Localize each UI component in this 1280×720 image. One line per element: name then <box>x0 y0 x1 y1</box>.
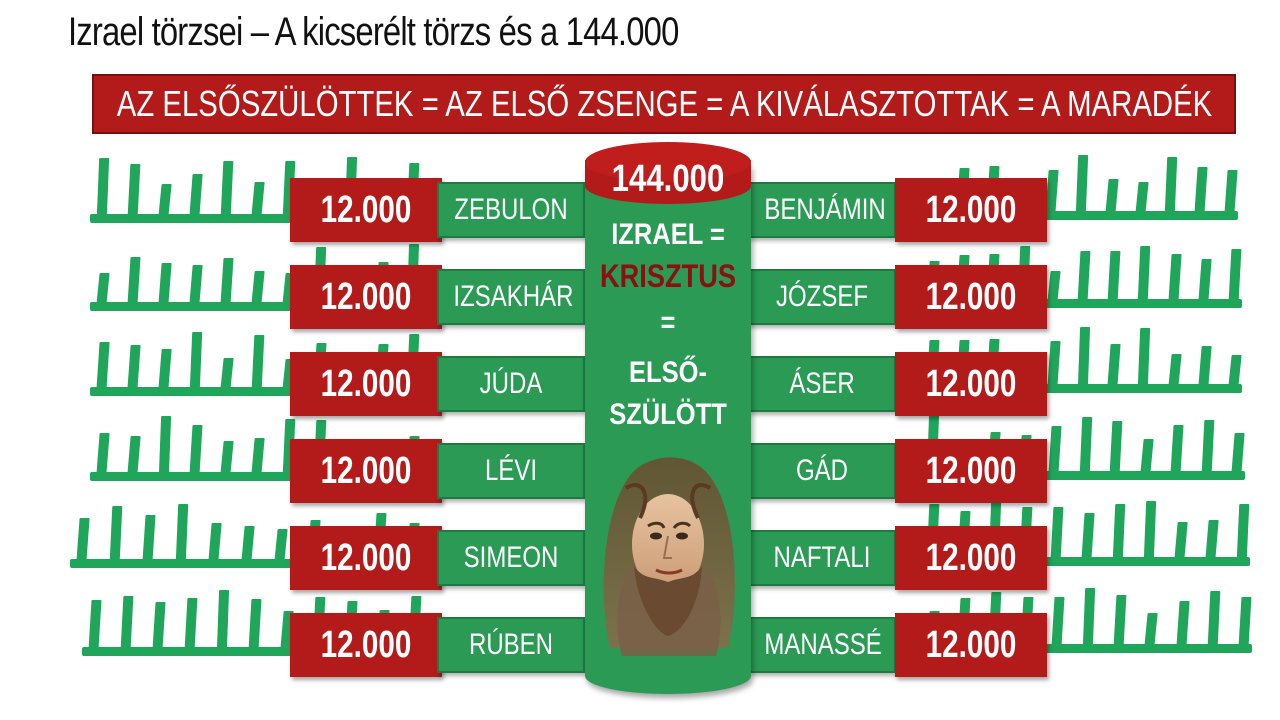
tribe-name-right: BENJÁMIN <box>748 182 896 238</box>
comb-decoration-left-1 <box>90 155 420 223</box>
tribe-count-left: 12.000 <box>290 613 442 677</box>
comb-decoration-right-6 <box>920 585 1252 653</box>
pillar-text-firstborn-1: ELSŐ- <box>629 356 707 389</box>
tribe-name-left: JÚDA <box>437 356 585 412</box>
pillar-text-equals: = <box>660 306 676 339</box>
tribe-count-left: 12.000 <box>290 439 442 503</box>
tribe-name-right: ÁSER <box>748 356 896 412</box>
tribe-count-right: 12.000 <box>895 178 1047 242</box>
tribe-count-left: 12.000 <box>290 526 442 590</box>
comb-decoration-right-1 <box>920 152 1238 220</box>
pillar-total: 144.000 <box>611 158 725 200</box>
tribe-name-left: ZEBULON <box>437 182 585 238</box>
pillar-text-firstborn-2: SZÜLÖTT <box>609 398 727 431</box>
tribe-count-right: 12.000 <box>895 526 1047 590</box>
comb-decoration-left-4 <box>90 413 420 481</box>
comb-decoration-left-3 <box>90 328 420 396</box>
comb-decoration-right-3 <box>920 325 1242 393</box>
slide-title: Izrael törzsei – A kicserélt törzs és a … <box>68 10 679 54</box>
tribe-name-left: RÚBEN <box>437 617 585 673</box>
tribe-name-right: MANASSÉ <box>748 617 896 673</box>
tribe-count-left: 12.000 <box>290 178 442 242</box>
tribe-name-right: GÁD <box>748 443 896 499</box>
tribe-count-left: 12.000 <box>290 265 442 329</box>
comb-decoration-right-2 <box>920 240 1242 308</box>
christ-portrait-image <box>603 457 735 656</box>
tribe-count-left: 12.000 <box>290 352 442 416</box>
comb-decoration-left-2 <box>90 243 420 311</box>
comb-decoration-right-5 <box>920 498 1250 566</box>
tribe-count-right: 12.000 <box>895 613 1047 677</box>
pillar-text-christ: KRISZTUS <box>600 258 736 294</box>
pillar-top <box>585 142 751 182</box>
tribe-name-left: IZSAKHÁR <box>437 269 585 325</box>
headline-banner: AZ ELSŐSZÜLÖTTEK = AZ ELSŐ ZSENGE = A KI… <box>92 74 1236 134</box>
tribe-name-right: JÓZSEF <box>748 269 896 325</box>
tribe-name-right: NAFTALI <box>748 530 896 586</box>
tribe-count-right: 12.000 <box>895 265 1047 329</box>
tribe-name-left: LÉVI <box>437 443 585 499</box>
comb-decoration-left-6 <box>82 588 422 656</box>
pillar-text-israel: IZRAEL = <box>611 218 725 251</box>
comb-decoration-left-5 <box>70 500 420 568</box>
tribe-count-right: 12.000 <box>895 439 1047 503</box>
comb-decoration-right-4 <box>920 412 1245 480</box>
tribe-name-left: SIMEON <box>437 530 585 586</box>
tribe-count-right: 12.000 <box>895 352 1047 416</box>
headline-banner-text: AZ ELSŐSZÜLÖTTEK = AZ ELSŐ ZSENGE = A KI… <box>116 83 1213 124</box>
